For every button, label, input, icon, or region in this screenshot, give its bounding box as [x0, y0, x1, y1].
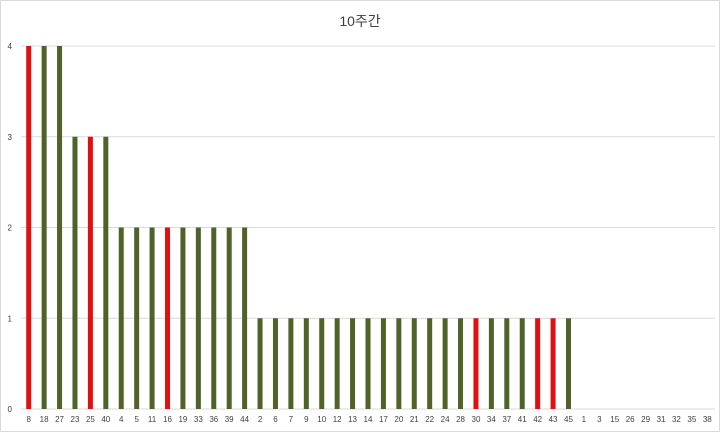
x-tick-label: 39 — [225, 415, 234, 424]
x-tick-label: 1 — [582, 415, 587, 424]
bar-21 — [411, 318, 417, 409]
x-tick-label: 23 — [71, 415, 80, 424]
y-tick-label: 3 — [8, 133, 13, 142]
bar-7 — [288, 318, 294, 409]
x-tick-label: 12 — [333, 415, 342, 424]
bar-25 — [87, 136, 93, 409]
bar-28 — [458, 318, 464, 409]
bar-11 — [149, 227, 155, 409]
bar-24 — [442, 318, 448, 409]
bar-14 — [365, 318, 371, 409]
x-tick-label: 7 — [289, 415, 294, 424]
bar-30 — [473, 318, 479, 409]
x-tick-label: 13 — [348, 415, 357, 424]
bar-27 — [57, 46, 63, 409]
bar-12 — [334, 318, 340, 409]
bar-10 — [319, 318, 325, 409]
bar-42 — [535, 318, 541, 409]
x-tick-label: 35 — [687, 415, 696, 424]
bar-4 — [118, 227, 124, 409]
y-tick-label: 1 — [8, 314, 13, 323]
x-tick-label: 11 — [148, 415, 157, 424]
x-tick-label: 30 — [472, 415, 481, 424]
x-tick-label: 3 — [597, 415, 602, 424]
x-tick-label: 36 — [209, 415, 218, 424]
bar-16 — [165, 227, 171, 409]
bar-39 — [226, 227, 232, 409]
x-tick-label: 18 — [40, 415, 49, 424]
x-tick-label: 40 — [101, 415, 110, 424]
bar-17 — [380, 318, 386, 409]
x-tick-label: 44 — [240, 415, 249, 424]
y-tick-label: 2 — [8, 224, 13, 233]
x-tick-label: 4 — [119, 415, 124, 424]
x-tick-label: 22 — [425, 415, 434, 424]
bar-9 — [303, 318, 309, 409]
bar-36 — [211, 227, 217, 409]
x-tick-label: 9 — [304, 415, 309, 424]
x-tick-label: 34 — [487, 415, 496, 424]
x-tick-label: 21 — [410, 415, 419, 424]
x-tick-label: 41 — [518, 415, 527, 424]
x-tick-label: 31 — [657, 415, 666, 424]
x-tick-label: 2 — [258, 415, 263, 424]
y-tick-label: 4 — [8, 42, 13, 51]
x-tick-label: 25 — [86, 415, 95, 424]
x-tick-label: 28 — [456, 415, 465, 424]
x-tick-label: 16 — [163, 415, 172, 424]
bar-37 — [504, 318, 510, 409]
bars — [26, 46, 571, 409]
bar-8 — [26, 46, 32, 409]
bar-45 — [565, 318, 571, 409]
bar-43 — [550, 318, 556, 409]
x-tick-label: 8 — [26, 415, 31, 424]
bar-33 — [195, 227, 201, 409]
x-tick-label: 38 — [703, 415, 712, 424]
x-tick-label: 42 — [533, 415, 542, 424]
x-tick-label: 19 — [178, 415, 187, 424]
bar-19 — [180, 227, 186, 409]
y-tick-labels: 0 1 2 3 4 — [8, 42, 13, 414]
x-tick-labels: 8 18 27 23 25 40 4 5 11 16 19 33 36 39 44 2 6 7 9 10 12 13 14 1… — [26, 415, 712, 424]
bar-20 — [396, 318, 402, 409]
chart-title: 10주간 — [339, 13, 381, 29]
x-tick-label: 29 — [641, 415, 650, 424]
x-tick-label: 32 — [672, 415, 681, 424]
x-tick-label: 33 — [194, 415, 203, 424]
bar-23 — [72, 136, 78, 409]
bar-40 — [103, 136, 109, 409]
x-tick-label: 5 — [134, 415, 139, 424]
bar-5 — [134, 227, 140, 409]
x-tick-label: 14 — [364, 415, 373, 424]
x-tick-label: 45 — [564, 415, 573, 424]
bar-2 — [257, 318, 263, 409]
x-tick-label: 17 — [379, 415, 388, 424]
x-tick-label: 10 — [317, 415, 326, 424]
bar-13 — [350, 318, 356, 409]
x-tick-label: 6 — [273, 415, 278, 424]
bar-41 — [519, 318, 525, 409]
bar-6 — [272, 318, 278, 409]
x-tick-label: 37 — [502, 415, 511, 424]
x-tick-label: 43 — [549, 415, 558, 424]
x-tick-label: 26 — [626, 415, 635, 424]
bar-34 — [488, 318, 494, 409]
bar-44 — [242, 227, 248, 409]
bar-18 — [41, 46, 47, 409]
x-tick-label: 15 — [610, 415, 619, 424]
x-tick-label: 24 — [441, 415, 450, 424]
y-tick-label: 0 — [8, 405, 13, 414]
x-tick-label: 20 — [394, 415, 403, 424]
x-tick-label: 27 — [55, 415, 64, 424]
bar-22 — [427, 318, 433, 409]
